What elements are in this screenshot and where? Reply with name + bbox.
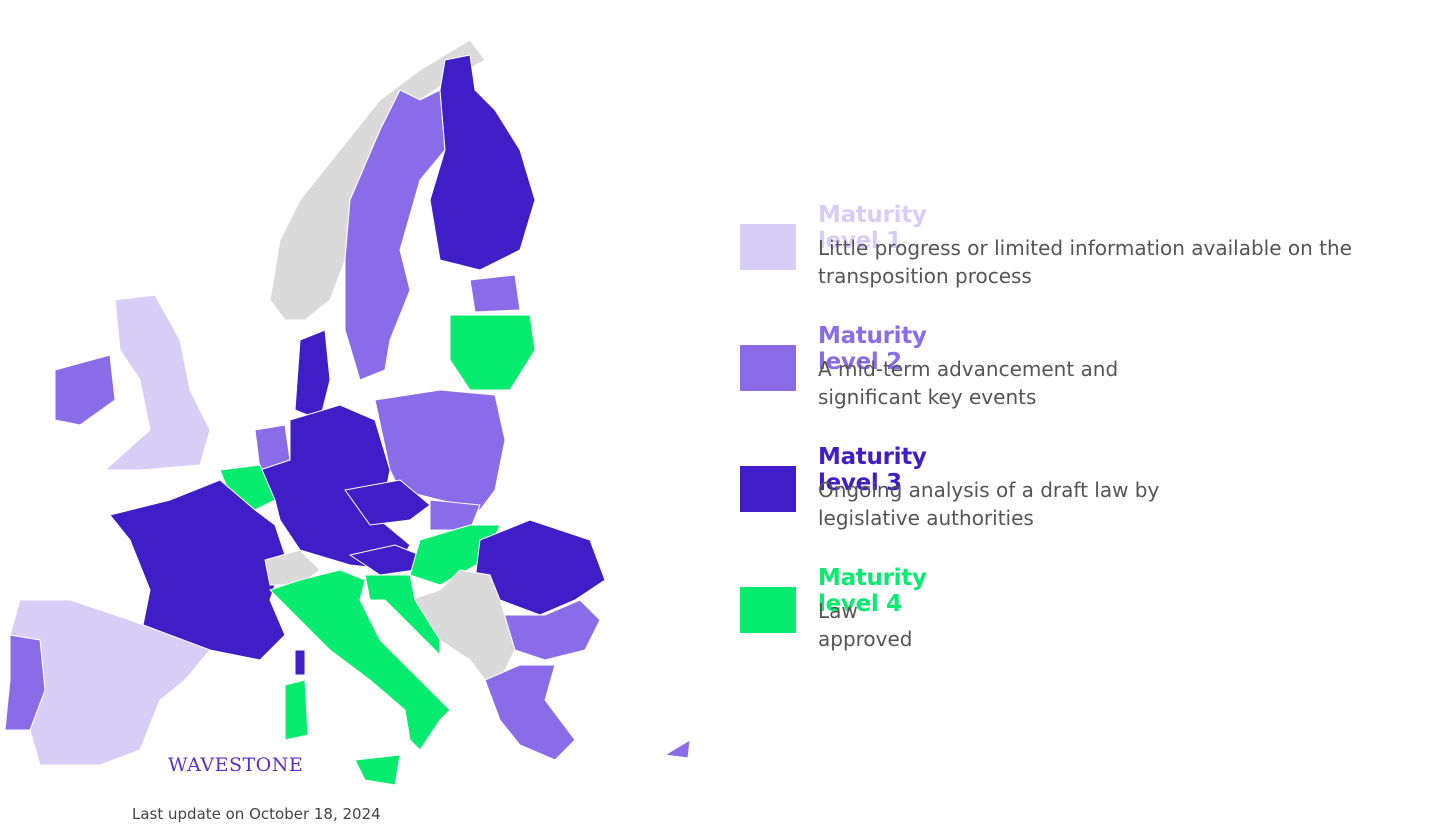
- country: [54, 354, 116, 426]
- legend-description: Ongoing analysis of a draft law by legis…: [818, 478, 1160, 530]
- country: [449, 314, 536, 391]
- country: [4, 634, 46, 731]
- logo: WAVESTONE: [168, 754, 304, 776]
- country: [429, 54, 536, 271]
- legend-description: A mid-term advancement and significant k…: [818, 357, 1119, 409]
- country: [364, 574, 441, 657]
- country: [374, 389, 506, 511]
- legend-title: Maturity level 3: [818, 444, 927, 496]
- legend-swatch: [740, 466, 796, 512]
- country: [484, 664, 576, 761]
- country: [269, 569, 451, 751]
- country: [344, 89, 446, 381]
- country: [284, 679, 309, 741]
- country: [344, 479, 431, 526]
- legend-description: Little progress or limited information a…: [818, 236, 1352, 288]
- country: [469, 274, 521, 313]
- country: [409, 569, 516, 681]
- country: [354, 754, 401, 786]
- country: [269, 39, 486, 321]
- last-update: Last update on October 18, 2024: [132, 805, 381, 823]
- europe-map: [4, 39, 691, 786]
- legend-title: Maturity level 2: [818, 323, 927, 375]
- country: [103, 294, 211, 471]
- legend-description: Law approved: [818, 599, 913, 651]
- legend-swatch: [740, 345, 796, 391]
- country: [109, 479, 286, 661]
- country: [499, 599, 601, 661]
- country: [663, 739, 691, 759]
- legend-title: Maturity level 1: [818, 202, 927, 254]
- legend-title: Maturity level 4: [818, 565, 927, 617]
- legend-swatch: [740, 224, 796, 270]
- country: [294, 649, 306, 676]
- country: [294, 329, 331, 421]
- legend-swatch: [740, 587, 796, 633]
